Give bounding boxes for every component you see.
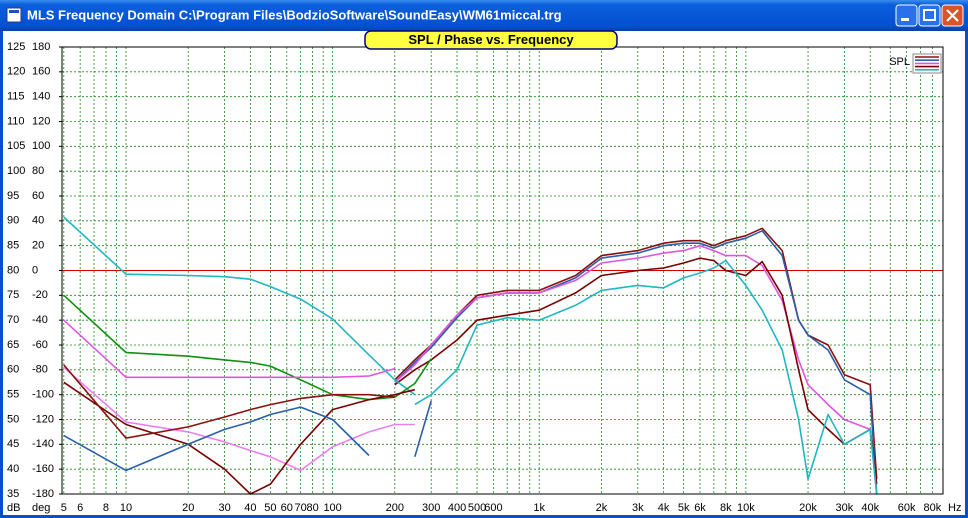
x-tick-label: 2k <box>596 502 608 514</box>
y2-tick-label: -20 <box>32 289 48 301</box>
x-tick-label: 60k <box>898 502 916 514</box>
y-tick-label: 105 <box>7 140 25 152</box>
y2-tick-label: 140 <box>32 91 50 103</box>
phase-curve <box>63 400 432 472</box>
y-tick-label: 45 <box>7 438 19 450</box>
y-tick-label: 125 <box>7 41 25 53</box>
y-tick-label: 75 <box>7 289 19 301</box>
y-tick-label: 120 <box>7 66 25 78</box>
x-tick-label: 80k <box>924 502 942 514</box>
x-tick-label: 30k <box>836 502 854 514</box>
y2-tick-label: -100 <box>32 389 54 401</box>
x-tick-label: 60 <box>281 502 293 514</box>
minimize-button[interactable] <box>895 4 918 27</box>
x-tick-label: 3k <box>632 502 644 514</box>
y2-tick-label: 60 <box>32 190 44 202</box>
phase-curve <box>63 381 415 495</box>
y2-tick-label: 180 <box>32 41 50 53</box>
phase-curve <box>63 366 415 472</box>
x-tick-label: 20k <box>799 502 817 514</box>
app-icon-bar <box>9 10 19 13</box>
y2-tick-label: -120 <box>32 413 54 425</box>
phase-curve <box>63 364 395 439</box>
x-tick-label: 70 <box>294 502 306 514</box>
x-tick-label: 80 <box>306 502 318 514</box>
y-unit-label: dB <box>7 502 20 514</box>
window-title: MLS Frequency Domain C:\Program Files\Bo… <box>27 7 562 22</box>
x-tick-label: 6 <box>77 502 83 514</box>
x-tick-label: 8k <box>720 502 732 514</box>
chart-title-box <box>364 30 618 50</box>
x-tick-label: 600 <box>484 502 502 514</box>
y-tick-label: 115 <box>7 91 25 103</box>
y-tick-label: 35 <box>7 488 19 500</box>
x-tick-label: 1k <box>533 502 545 514</box>
y-tick-label: 40 <box>7 463 19 475</box>
y2-tick-label: 20 <box>32 240 44 252</box>
y2-tick-label: -180 <box>32 488 54 500</box>
x-tick-label: 5 <box>61 502 67 514</box>
x-tick-label: 5k <box>678 502 690 514</box>
x-tick-label: 40 <box>244 502 256 514</box>
x-tick-label: 500 <box>468 502 486 514</box>
spl-curve <box>394 244 878 495</box>
x-tick-label: 10 <box>120 502 132 514</box>
y-tick-label: 60 <box>7 364 19 376</box>
phase-curve <box>63 294 432 401</box>
y-tick-label: 55 <box>7 389 19 401</box>
x-tick-label: 10k <box>737 502 755 514</box>
y2-tick-label: 160 <box>32 66 50 78</box>
spl-curve <box>394 257 878 485</box>
title-bar <box>0 0 968 31</box>
spl-curve <box>414 259 878 495</box>
close-button[interactable] <box>941 4 964 27</box>
x-tick-label: 40k <box>861 502 879 514</box>
x-tick-label: 200 <box>386 502 404 514</box>
x-tick-label: 300 <box>422 502 440 514</box>
phase-curve <box>63 216 416 396</box>
x-tick-label: 4k <box>658 502 670 514</box>
y-tick-label: 50 <box>7 413 19 425</box>
y2-tick-label: -80 <box>32 364 48 376</box>
x-tick-label: 30 <box>218 502 230 514</box>
y-tick-label: 70 <box>7 314 19 326</box>
phase-curve <box>63 319 396 379</box>
y-tick-label: 110 <box>7 115 25 127</box>
x-tick-label: 8 <box>103 502 109 514</box>
y2-tick-label: 0 <box>32 264 38 276</box>
y2-unit-label: deg <box>32 502 50 514</box>
y2-tick-label: 120 <box>32 115 50 127</box>
x-unit-label: Hz <box>948 502 961 514</box>
y2-tick-label: 40 <box>32 215 44 227</box>
y-tick-label: 85 <box>7 240 19 252</box>
y2-tick-label: 80 <box>32 165 44 177</box>
x-tick-label: 100 <box>323 502 341 514</box>
y2-tick-label: -160 <box>32 463 54 475</box>
y2-tick-label: -140 <box>32 438 54 450</box>
x-tick-label: 20 <box>182 502 194 514</box>
y-tick-label: 90 <box>7 215 19 227</box>
y2-tick-label: 100 <box>32 140 50 152</box>
x-tick-label: 6k <box>694 502 706 514</box>
y-tick-label: 65 <box>7 339 19 351</box>
y2-tick-label: -60 <box>32 339 48 351</box>
chart-title: SPL / Phase vs. Frequency <box>408 32 574 47</box>
maximize-button[interactable] <box>918 4 941 27</box>
x-tick-label: 400 <box>448 502 466 514</box>
y-tick-label: 80 <box>7 264 19 276</box>
y-tick-label: 95 <box>7 190 19 202</box>
legend-label: SPL <box>889 56 910 68</box>
x-tick-label: 50 <box>264 502 276 514</box>
y-tick-label: 100 <box>7 165 25 177</box>
chart: 3540455055606570758085909510010511011512… <box>7 30 961 514</box>
y2-tick-label: -40 <box>32 314 48 326</box>
